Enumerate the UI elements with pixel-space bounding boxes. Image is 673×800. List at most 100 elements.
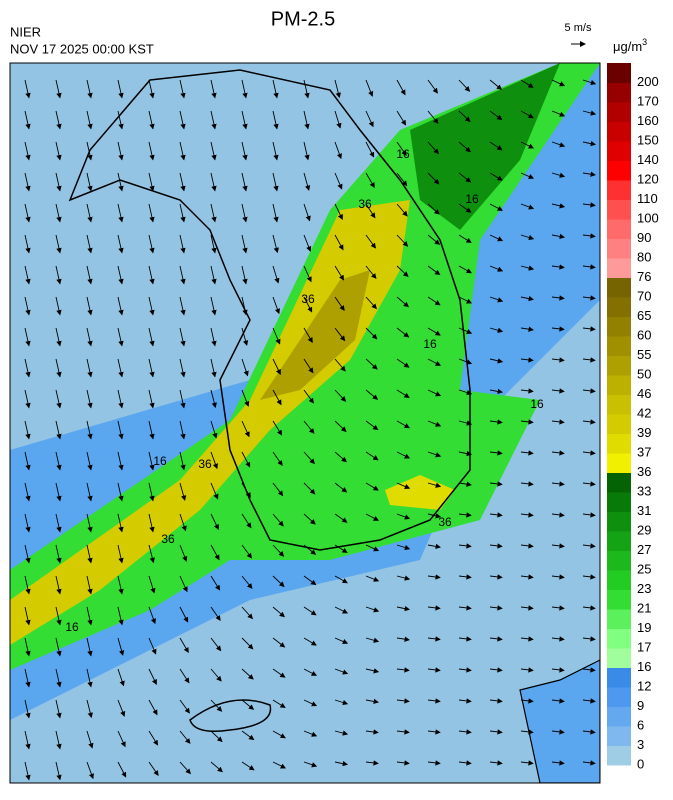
wind-arrow [179,296,186,316]
wind-arrow [582,481,596,487]
wind-arrow [86,296,93,316]
wind-arrow [210,544,220,561]
wind-arrow [179,761,191,775]
wind-arrow [24,141,31,161]
wind-arrow [86,141,93,161]
colorbar-label: 140 [637,152,659,167]
wind-arrow [24,327,31,347]
wind-arrow [396,420,410,429]
unit-text: μg/m [613,39,642,54]
colorbar-swatch [607,316,631,337]
wind-arrow [396,234,409,247]
wind-arrow [117,358,124,378]
wind-field [24,79,597,781]
wind-arrow [458,203,472,213]
wind-arrow [303,203,311,222]
wind-arrow [582,605,596,611]
wind-arrow [551,79,566,87]
colorbar-swatch [607,121,631,142]
wind-arrow [241,575,253,589]
wind-arrow [55,668,62,688]
colorbar-swatch [607,492,631,512]
wind-arrow [210,420,218,439]
wind-arrow [148,730,159,746]
wind-arrow [334,513,348,523]
jeju-island [189,699,272,732]
wind-arrow [117,482,124,502]
wind-arrow [396,760,410,766]
colorbar-swatch [607,589,631,610]
colorbar-label: 70 [637,288,651,303]
wind-arrow [334,327,346,342]
wind-arrow [148,451,155,471]
wind-arrow [303,420,315,434]
wind-arrow [86,420,93,440]
wind-arrow [396,79,406,96]
wind-arrow [303,296,313,313]
colorbar: 0369121617192123252729313336373942465055… [607,63,659,771]
wind-arrow [24,234,31,254]
wind-arrow [520,234,535,241]
wind-arrow [148,265,155,285]
wind-arrow [582,512,596,518]
wind-arrow [303,265,312,283]
wind-arrow [489,760,503,766]
wind-arrow [551,264,565,270]
wind-arrow [582,295,596,301]
colorbar-label: 23 [637,581,651,596]
colorbar-label: 100 [637,210,659,225]
wind-arrow [148,296,155,316]
wind-arrow [334,544,348,553]
wind-arrow [179,265,186,285]
wind-arrow [303,141,310,161]
colorbar-swatch [607,219,631,239]
wind-arrow [582,729,596,735]
wind-arrow [86,327,93,347]
wind-arrow [551,760,565,766]
wind-arrow [303,172,311,191]
wind-arrow [117,606,124,626]
wind-arrow [551,233,565,240]
wind-arrow [489,203,503,211]
wind-arrow [458,729,472,735]
wind-arrow [272,358,281,375]
wind-arrow [55,234,62,254]
colorbar-label: 0 [637,756,644,771]
wind-arrow [489,729,503,735]
wind-arrow [179,79,186,99]
colorbar-label: 65 [637,308,651,323]
wind-arrow [117,110,124,130]
wind-arrow [117,699,126,717]
wind-arrow [86,172,93,192]
colorbar-swatch [607,82,631,103]
wind-arrow [396,482,411,489]
wind-arrow [427,327,441,336]
wind-arrow [489,265,504,272]
wind-arrow [520,295,535,302]
wind-arrow [396,698,410,704]
wind-arrow [334,203,343,220]
wind-arrow [396,513,411,520]
wind-arrow [334,389,347,402]
wind-arrow [489,605,503,611]
wind-arrow [148,110,155,130]
wind-arrow [520,172,535,179]
wind-arrow [427,574,441,580]
wind-arrow [179,575,188,593]
wind-arrow [582,636,596,642]
wind-arrow [458,172,472,183]
map: 16 16 16 16 16 16 36 36 36 36 36 [10,63,600,783]
wind-arrow [210,141,217,161]
wind-arrow [24,575,31,595]
wind-arrow [427,234,441,245]
wind-arrow [241,79,248,99]
colorbar-swatch [607,453,631,473]
wind-arrow [365,729,379,735]
wind-arrow [24,513,31,533]
wind-arrow [520,636,534,642]
wind-arrow [55,637,62,657]
wind-arrow [520,512,534,518]
wind-arrow [458,574,472,580]
colorbar-label: 55 [637,347,651,362]
